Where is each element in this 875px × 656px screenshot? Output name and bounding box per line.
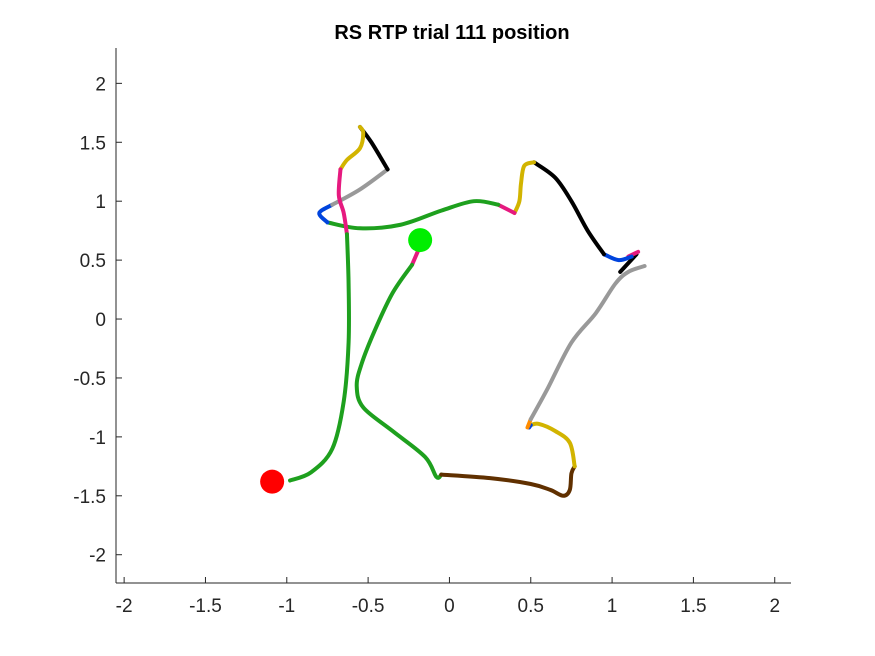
trajectory-segment <box>439 464 577 498</box>
trajectory-segment <box>496 202 517 215</box>
trajectory-segment <box>288 232 352 483</box>
end-marker <box>260 469 285 494</box>
x-tick-label: 1 <box>607 596 618 617</box>
trajectory-segment <box>601 252 634 263</box>
trajectory-segment <box>336 167 349 237</box>
start-marker <box>408 228 433 253</box>
y-axis-ticks: 2 1.5 1 0.5 0 -0.5 -1 -1.5 -2 <box>73 74 122 567</box>
x-tick-label: 0.5 <box>518 596 544 617</box>
y-tick-label: -1 <box>89 428 106 449</box>
y-tick-label: 1.5 <box>80 133 106 154</box>
endpoint-markers <box>260 228 433 494</box>
y-tick-label: 1 <box>95 192 106 213</box>
trajectory-segment <box>317 202 335 225</box>
trajectory-segment <box>532 160 606 257</box>
y-tick-label: -0.5 <box>73 369 106 390</box>
chart-title: RS RTP trial 111 position <box>334 22 569 44</box>
trajectory-segment <box>528 264 647 422</box>
trajectory-segment <box>325 199 501 231</box>
y-tick-label: 0 <box>95 310 106 331</box>
plot-area: -2 -1.5 -1 -0.5 0 0.5 1 1.5 2 2 1.5 1 0.5 0 -0.5 -1 -1.… <box>73 48 791 617</box>
x-tick-label: 1.5 <box>680 596 706 617</box>
x-tick-label: 2 <box>769 596 780 617</box>
x-tick-label: -0.5 <box>352 596 385 617</box>
y-tick-label: -2 <box>89 546 106 567</box>
trajectory-segments <box>288 124 647 498</box>
x-tick-label: -2 <box>116 596 133 617</box>
trajectory-segment <box>618 252 639 274</box>
trajectory-segment <box>354 262 444 480</box>
x-axis-ticks: -2 -1.5 -1 -0.5 0 0.5 1 1.5 2 <box>116 577 780 617</box>
y-tick-label: -1.5 <box>73 487 106 508</box>
y-tick-label: 2 <box>95 74 106 95</box>
x-tick-label: -1 <box>278 596 295 617</box>
trajectory-segment <box>338 124 366 172</box>
trajectory-segment <box>528 421 577 469</box>
y-tick-label: 0.5 <box>80 251 106 272</box>
trajectory-segment <box>512 160 537 215</box>
x-tick-label: 0 <box>444 596 455 617</box>
x-tick-label: -1.5 <box>189 596 222 617</box>
